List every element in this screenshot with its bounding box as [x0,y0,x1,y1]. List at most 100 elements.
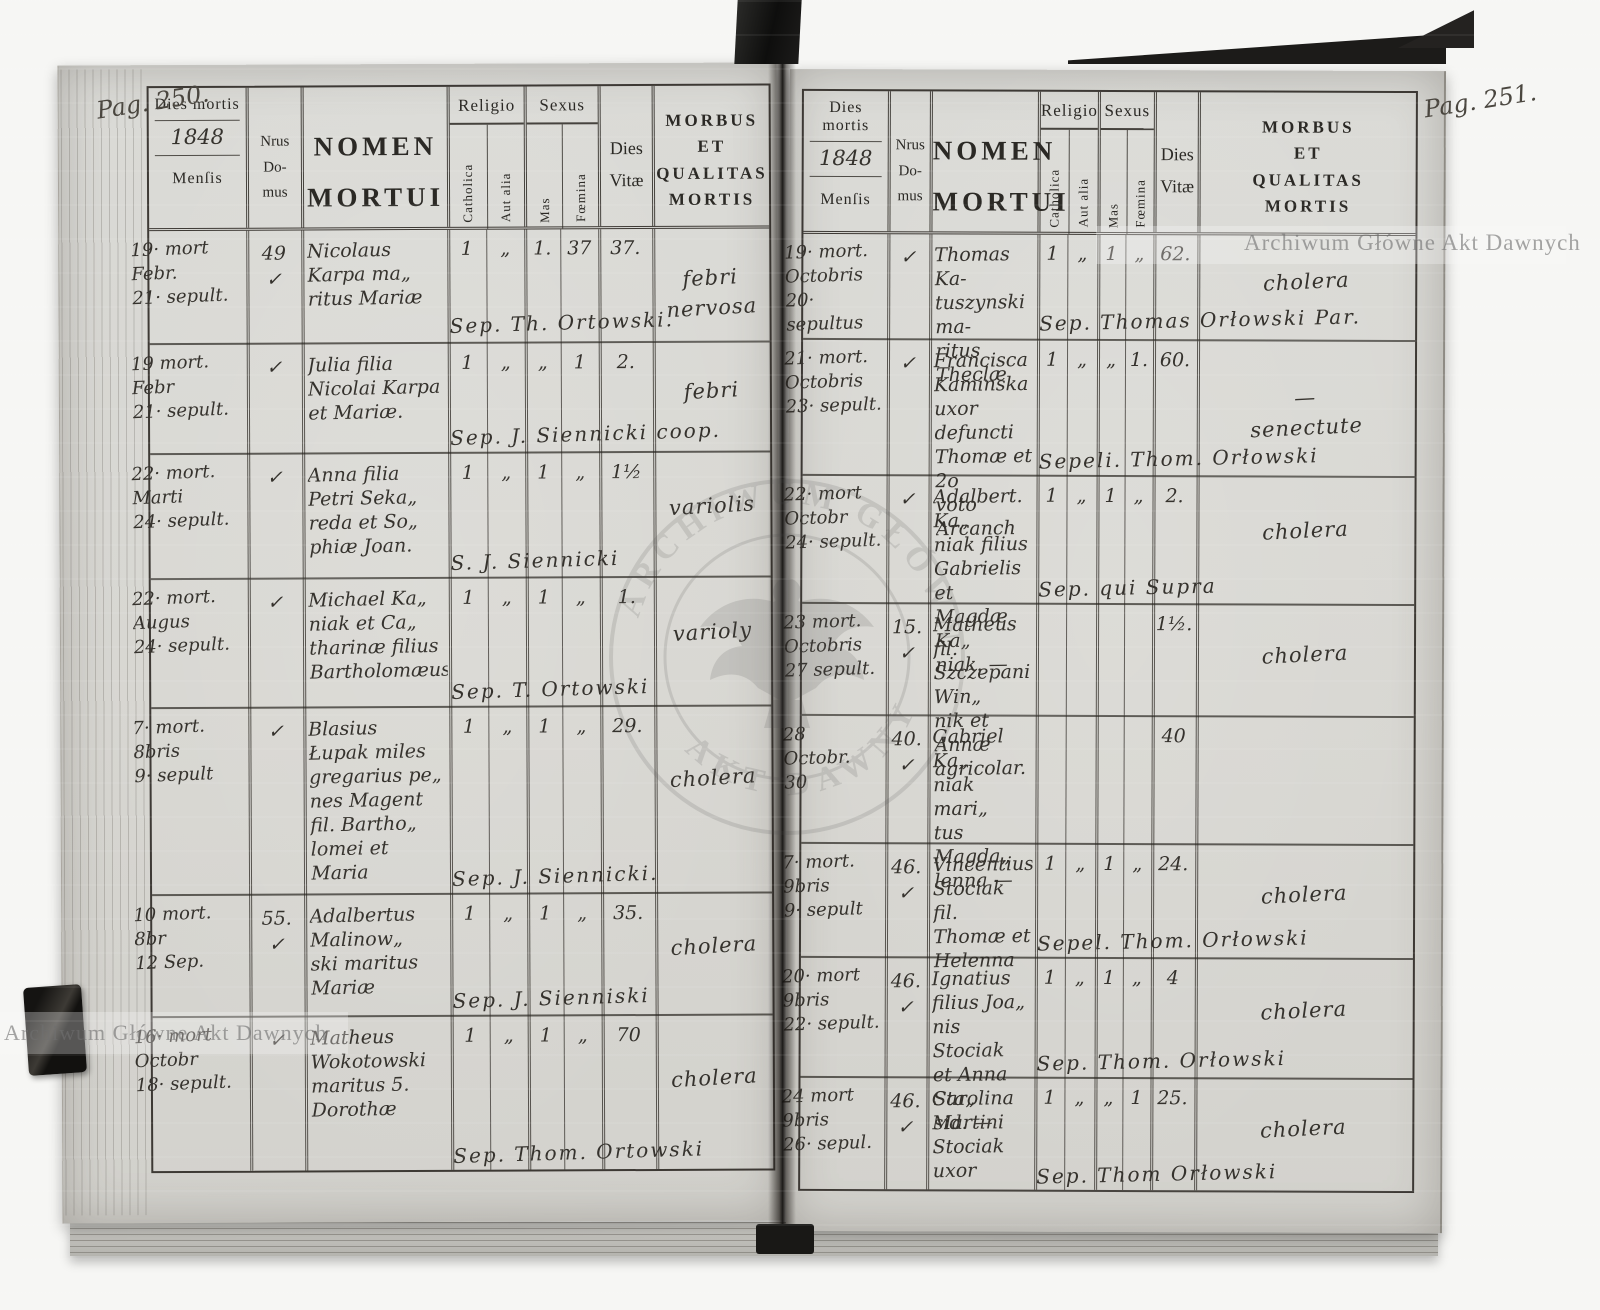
register-row: 23 mort. Octobris 27 sepult. 15. ✓ Matheus… [783,601,1415,780]
mas-mark: 1 [537,586,550,609]
house-number-cell: ✓ [267,591,284,614]
column-dies-mortis: Dies mortis 1848 Menſis [803,91,887,231]
table-body: 19· mort. Octobris 20· sepultus ✓ Thomas K… [781,234,1416,1192]
foemina-mark: „ [575,586,586,609]
aut-alia-mark: „ [1077,242,1088,265]
nomen-mortui-label: NOMEN MORTUI [932,135,1070,218]
aut-alia-mark: „ [500,237,511,260]
morbus-cell: cholera [1262,267,1351,296]
house-number-cell: 46. ✓ [891,856,922,905]
catholica-mark: 1 [462,586,475,609]
subcolumn-catholica: Catholica [1040,130,1068,234]
register-row: 7· mort. 9bris 9· sepult 46. ✓ Vincentius … [782,841,1414,972]
house-number-cell: 55. ✓ [261,907,292,956]
dies-vitae-cell: 2. [616,351,635,374]
watermark-band [1096,226,1566,264]
house-number-cell: ✓ [266,466,283,489]
death-date-cell: 28 Octobr. 30 [783,724,851,794]
sepultor-note: Sep. Th. Ortowski. [449,307,675,338]
morbus-cell: — senectute [1249,385,1364,443]
column-group-sexus: Sexus Mas Fœmina [523,86,599,229]
nrus-domus-label: Nrus Do- mus [260,133,290,201]
catholica-mark: 1 [1043,1086,1056,1109]
dies-vitae-cell: 4 [1166,967,1179,990]
column-morbus: MORBUS ET QUALITAS MORTIS [651,85,770,226]
register-row: 24 mort 9bris 26· sepul. 46. ✓ Carolina Ma… [781,1075,1413,1192]
name-cell: Adalbertus Malinow„ ski maritus Mariæ [309,903,419,1000]
name-cell: Michael Ka„ niak et Ca„ tharinæ filius B… [307,587,448,684]
dies-vitae-cell: 29. [612,715,643,738]
morbus-cell: cholera [1259,996,1348,1025]
subcolumn-mas: Mas [1100,130,1126,234]
dies-vitae-cell: 70 [616,1024,641,1047]
mas-label: Mas [1105,202,1121,229]
morbus-cell: cholera [670,1063,759,1093]
dies-vitae-label: Dies Vitæ [609,138,644,191]
catholica-label: Catholica [460,163,476,223]
mas-mark: 1 [538,715,551,738]
death-date-cell: 19· mort Febr. 21· sepult. [130,237,229,310]
sepultor-note: Sep. Thom. Ortowski [452,1136,705,1168]
column-nomen: NOMEN MORTUI [929,91,1070,232]
catholica-mark: 1 [1043,966,1056,989]
nrus-domus-label: Nrus Do- mus [895,137,925,205]
house-number-cell: ✓ [900,246,917,269]
foemina-mark: „ [577,902,588,925]
subcolumn-foemina: Fœmina [1126,130,1154,235]
column-dies-vitae: Dies Vitæ [1153,92,1198,233]
house-number-cell: ✓ [899,352,916,375]
catholica-mark: 1 [1044,852,1057,875]
sepultor-note: Sep. J. Siennicki. [451,860,659,891]
book-gutter [768,58,796,1240]
sepultor-note: Sep. T. Ortowski [450,673,650,704]
aut-alia-mark: „ [1075,852,1086,875]
catholica-label: Catholica [1046,168,1062,228]
catholica-mark: 1 [1045,348,1059,371]
year-value: 1848 [818,145,873,171]
mas-mark: 1 [1103,852,1116,875]
mas-mark: „ [1103,1086,1114,1109]
death-date-cell: 23 mort. Octobris 27 sepult. [782,610,876,682]
mas-mark: 1 [1102,966,1115,989]
dies-vitae-cell: 40 [1161,725,1186,748]
table-header: Dies mortis 1848 Menſis Nrus Do- mus NOM… [803,90,1416,237]
aut-alia-mark: „ [500,351,511,374]
sepultor-note: Sep. Thomas Orłowski Par. [1038,304,1362,336]
catholica-mark: 1 [1046,242,1059,265]
bookmark-strap-top [734,0,802,64]
catholica-mark: 1 [463,902,476,925]
subcolumn-mas: Mas [527,124,562,228]
register-table-left: Dies mortis 1848 Menſis Nrus Do- mus NOM… [130,83,776,1174]
name-cell: Anna filia Petri Seka„ reda et So„ phiæ … [307,462,418,559]
aut-alia-label: Aut alia [1075,178,1091,228]
dies-vitae-cell: 2. [1165,485,1184,508]
catholica-mark: 1 [460,237,473,260]
morbus-cell: cholera [669,931,758,961]
catholica-mark: 1 [461,461,474,484]
name-cell: Vincentius Stociak fil. Thomæ et Helenna [932,852,1034,973]
religio-label: Religio [1040,91,1098,130]
page-number-right: Pag. 251. [1422,78,1539,124]
dies-vitae-cell: 1½. [1155,613,1193,636]
sepultor-note: Sep. J. Siennicki coop. [449,417,722,450]
column-nrus-domus: Nrus Do- mus [887,91,930,232]
religio-label: Religio [449,86,524,125]
year-value: 1848 [170,124,225,150]
death-date-cell: 22· mort. Augus 24· sepult. [131,586,231,659]
dies-vitae-cell: 60. [1159,349,1191,372]
foemina-mark: „ [1131,967,1142,990]
aut-alia-mark: „ [503,1024,514,1047]
register-row: 22· mort Octobr 24· sepult. ✓ Adalbert. Ka… [783,473,1415,676]
foemina-label: Fœmina [572,173,588,223]
subcolumn-foemina: Fœmina [561,124,599,229]
subcolumn-catholica: Catholica [450,125,487,229]
foemina-mark: „ [1133,485,1144,508]
sepultor-note: S. J. Siennicki [450,545,620,575]
mas-mark: 1 [539,1024,552,1047]
column-group-religio: Religio Catholica Aut alia [446,86,525,229]
column-group-religio: Religio Catholica Aut alia [1037,91,1098,234]
death-date-cell: 19 mort. Febr 21· sepult. [130,351,230,424]
mensis-label: Menſis [820,190,871,209]
name-cell: Blasius Łupak miles gregarius pe„ nes Ma… [307,717,442,885]
morbus-label: MORBUS ET QUALITAS MORTIS [1252,117,1364,216]
